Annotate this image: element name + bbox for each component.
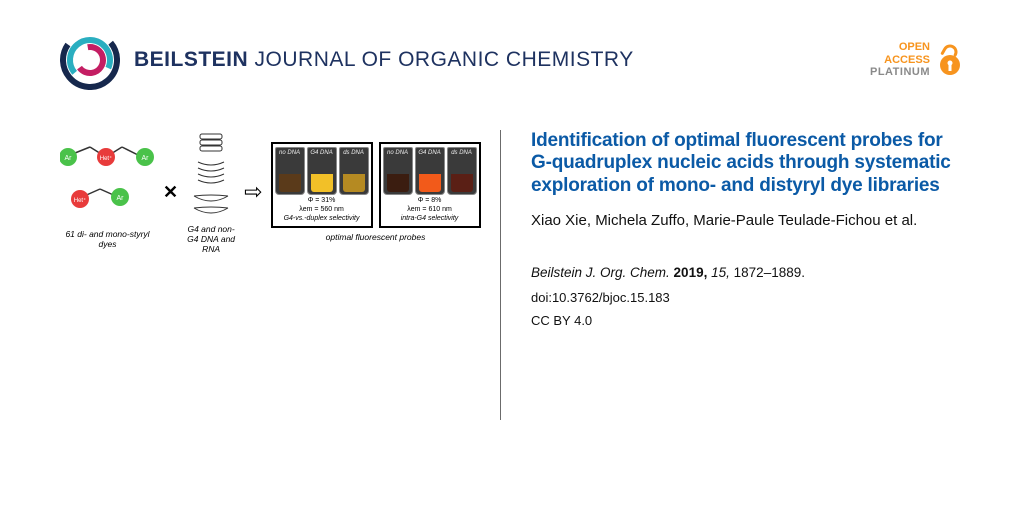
- probe-metric: intra-G4 selectivity: [401, 215, 459, 224]
- vial: no DNA: [275, 147, 305, 195]
- vial: G4 DNA: [307, 147, 337, 195]
- vial-liquid: [311, 174, 333, 192]
- probes-caption: optimal fluorescent probes: [326, 232, 426, 242]
- graphical-abstract: Ar Het⁺ Ar Het⁺ Ar 61 di- and mono-styry…: [60, 130, 470, 255]
- vial: G4 DNA: [415, 147, 445, 195]
- journal-name-bold: BEILSTEIN: [134, 48, 248, 71]
- molecules-caption: 61 di- and mono-styryl dyes: [60, 229, 155, 249]
- open-access-badge: OPEN ACCESS PLATINUM: [870, 41, 964, 79]
- article-authors: Xiao Xie, Michela Zuffo, Marie-Paule Teu…: [531, 211, 964, 231]
- journal-logo-block: BEILSTEIN JOURNAL OF ORGANIC CHEMISTRY: [60, 30, 634, 90]
- article-license: CC BY 4.0: [531, 313, 964, 328]
- vial-liquid: [451, 174, 473, 192]
- page-header: BEILSTEIN JOURNAL OF ORGANIC CHEMISTRY O…: [0, 0, 1024, 110]
- probe-boxes: no DNA G4 DNA ds DNA Φ = 31% λem = 560 n…: [271, 142, 481, 228]
- vial: ds DNA: [447, 147, 477, 195]
- content-row: Ar Het⁺ Ar Het⁺ Ar 61 di- and mono-styry…: [0, 110, 1024, 420]
- vial-row-2: no DNA G4 DNA ds DNA: [383, 147, 477, 195]
- vial: ds DNA: [339, 147, 369, 195]
- svg-text:Het⁺: Het⁺: [74, 197, 87, 204]
- ga-molecules-col: Ar Het⁺ Ar Het⁺ Ar 61 di- and mono-styry…: [60, 135, 155, 249]
- molecule-diagram-icon: Ar Het⁺ Ar Het⁺ Ar: [60, 135, 155, 225]
- dna-caption: G4 and non-G4 DNA and RNA: [186, 224, 236, 255]
- probe-metric: Φ = 8%: [418, 197, 442, 206]
- yields-arrow-icon: ⇨: [244, 179, 262, 205]
- svg-text:Ar: Ar: [117, 195, 125, 202]
- article-title: Identification of optimal fluorescent pr…: [531, 130, 964, 197]
- citation-year: 2019,: [674, 265, 708, 280]
- svg-text:Het⁺: Het⁺: [100, 155, 113, 162]
- oa-open-label: OPEN: [870, 41, 930, 54]
- svg-text:Ar: Ar: [142, 155, 150, 162]
- vial-row-1: no DNA G4 DNA ds DNA: [275, 147, 369, 195]
- vial-liquid: [279, 174, 301, 192]
- probe-box-1: no DNA G4 DNA ds DNA Φ = 31% λem = 560 n…: [271, 142, 373, 228]
- vial-liquid: [419, 174, 441, 192]
- citation-volume: 15,: [711, 265, 730, 280]
- probe-metric: λem = 610 nm: [407, 206, 452, 215]
- oa-platinum-label: PLATINUM: [870, 66, 930, 79]
- oa-access-label: ACCESS: [870, 54, 930, 67]
- probe-metric: G4-vs.-duplex selectivity: [284, 215, 360, 224]
- dna-structures-icon: [186, 130, 236, 220]
- citation-journal: Beilstein J. Org. Chem.: [531, 265, 670, 280]
- journal-name: BEILSTEIN JOURNAL OF ORGANIC CHEMISTRY: [134, 48, 634, 72]
- citation-pages: 1872–1889.: [734, 265, 805, 280]
- svg-text:Ar: Ar: [65, 155, 73, 162]
- probe-box-2: no DNA G4 DNA ds DNA Φ = 8% λem = 610 nm…: [379, 142, 481, 228]
- article-meta-panel: Identification of optimal fluorescent pr…: [501, 130, 964, 420]
- probe-metric: λem = 560 nm: [299, 206, 344, 215]
- ga-dna-col: G4 and non-G4 DNA and RNA: [186, 130, 236, 255]
- combine-cross-icon: ✕: [163, 182, 178, 203]
- article-doi: doi:10.3762/bjoc.15.183: [531, 290, 964, 305]
- vial-liquid: [387, 174, 409, 192]
- graphical-abstract-panel: Ar Het⁺ Ar Het⁺ Ar 61 di- and mono-styry…: [60, 130, 500, 420]
- open-access-text: OPEN ACCESS PLATINUM: [870, 41, 930, 79]
- vial-liquid: [343, 174, 365, 192]
- ga-probes-col: no DNA G4 DNA ds DNA Φ = 31% λem = 560 n…: [271, 142, 481, 242]
- beilstein-logo-icon: [60, 30, 120, 90]
- vial: no DNA: [383, 147, 413, 195]
- probe-metric: Φ = 31%: [308, 197, 336, 206]
- open-access-lock-icon: [936, 43, 964, 77]
- article-citation: Beilstein J. Org. Chem. 2019, 15, 1872–1…: [531, 265, 964, 280]
- journal-name-light: JOURNAL OF ORGANIC CHEMISTRY: [248, 48, 634, 71]
